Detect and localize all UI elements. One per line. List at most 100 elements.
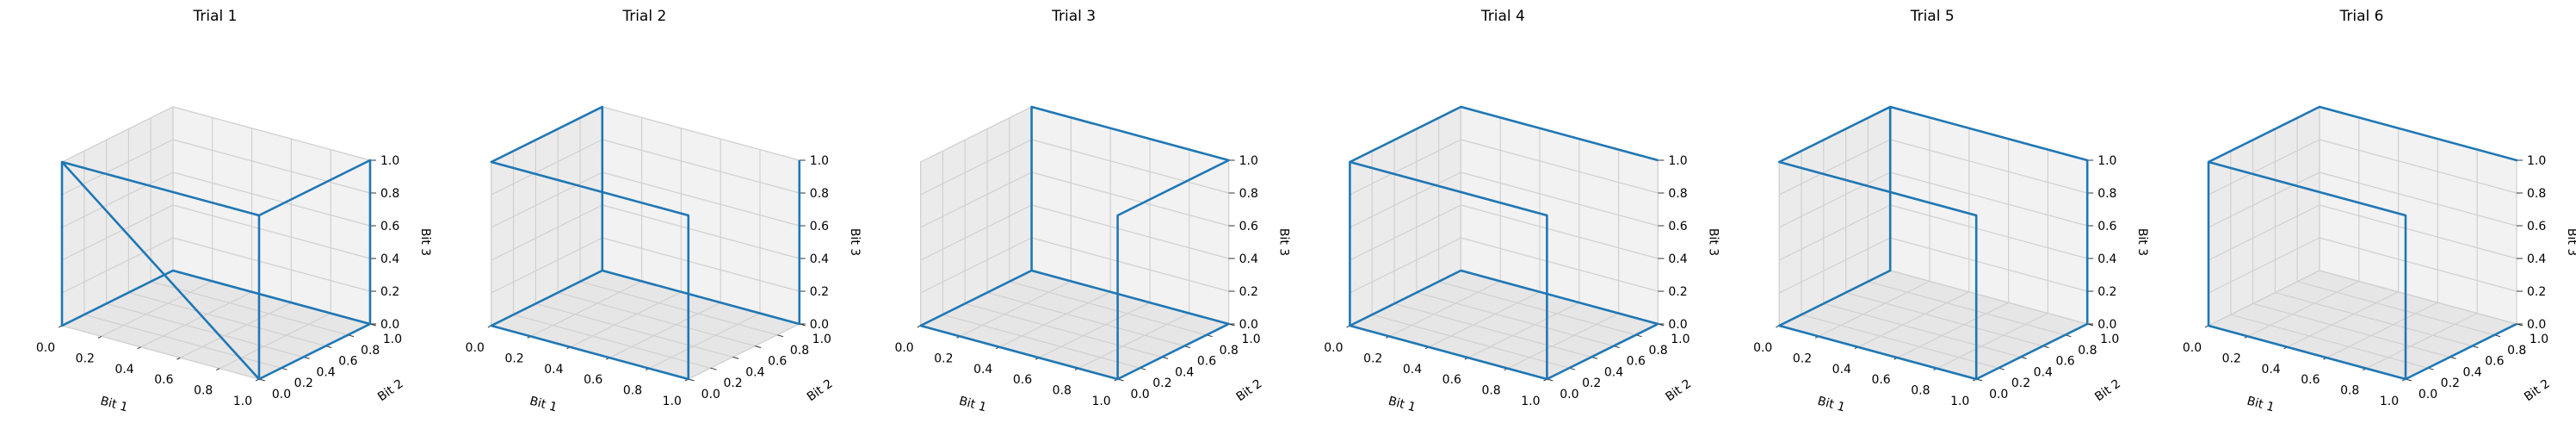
- grid-line: [1388, 280, 1501, 337]
- grid-line: [1438, 281, 1636, 336]
- z-tick-label: 0.2: [2097, 285, 2116, 299]
- y-tick-label: 0.6: [1197, 355, 1216, 369]
- z-tick-label: 0.4: [1239, 252, 1258, 266]
- x-tick-label: 0.2: [76, 352, 95, 365]
- grid-line: [602, 139, 800, 194]
- y-tick-label: 1.0: [383, 333, 402, 346]
- x-tick-label: 0.4: [1832, 363, 1851, 377]
- grid-line: [83, 314, 281, 369]
- grid-line: [1937, 313, 2048, 370]
- y-tick-label: 1.0: [1671, 333, 1690, 346]
- x-tick-label: 0.4: [973, 363, 992, 377]
- x-axis-label: Bit 1: [1816, 395, 1846, 415]
- z-tick-label: 0.4: [380, 252, 399, 266]
- z-tick-label: 0.0: [1668, 318, 1687, 332]
- trial-path: [919, 105, 1230, 381]
- y-tick-label: 0.4: [2462, 365, 2481, 379]
- grid-line: [608, 302, 721, 358]
- grid-line: [2275, 292, 2473, 347]
- y-tick-label: 0.2: [2011, 377, 2030, 390]
- x-tick-label: 0.2: [934, 352, 953, 365]
- x-tick-label: 0.2: [1363, 352, 1382, 365]
- grid-line: [1778, 171, 1891, 228]
- x-tick-label: 0.6: [584, 373, 602, 387]
- z-tick-label: 0.4: [810, 252, 829, 266]
- y-tick-label: 0.8: [2507, 344, 2526, 358]
- y-tick-label: 0.2: [1152, 377, 1171, 390]
- grid-line: [1890, 139, 2088, 194]
- x-tick-label: 0.0: [1753, 341, 1772, 355]
- grid-line: [1801, 314, 1999, 369]
- y-tick-mark: [732, 356, 739, 359]
- y-tick-label: 0.2: [2441, 377, 2460, 390]
- y-axis-label: Bit 2: [1663, 377, 1694, 404]
- y-tick-label: 0.4: [745, 365, 764, 379]
- x-tick-mark: [216, 368, 220, 370]
- x-tick-label: 0.2: [2222, 352, 2241, 365]
- grid-line: [920, 237, 1032, 294]
- x-tick-mark: [137, 346, 141, 350]
- trial-path: [490, 105, 801, 381]
- grid-line: [1778, 139, 1891, 196]
- x-tick-label: 0.8: [623, 384, 642, 398]
- grid-line: [558, 292, 756, 347]
- x-tick-label: 1.0: [663, 395, 682, 408]
- y-tick-label: 0.6: [338, 355, 357, 369]
- y-tick-label: 1.0: [2530, 333, 2548, 346]
- grid-line: [2319, 270, 2517, 325]
- grid-line: [2208, 204, 2320, 261]
- y-axis-label: Bit 2: [1234, 377, 1265, 404]
- grid-line: [172, 171, 371, 227]
- y-tick-label: 0.0: [701, 388, 720, 402]
- grid-line: [2287, 291, 2399, 348]
- grid-line: [1890, 237, 2088, 292]
- x-tick-label: 0.0: [894, 341, 913, 355]
- z-tick-label: 0.4: [2527, 252, 2546, 266]
- y-tick-label: 0.8: [1648, 344, 1667, 358]
- subplot-3: Trial 30.00.20.40.60.81.0 0.00.20.40.60.8…: [894, 8, 1290, 414]
- grid-line: [1031, 204, 1229, 259]
- trial-path: [1777, 105, 2089, 381]
- y-tick-label: 0.4: [316, 365, 335, 379]
- grid-line: [1461, 139, 1659, 194]
- grid-line: [1823, 302, 2021, 358]
- x-tick-label: 0.8: [1053, 384, 1072, 398]
- grid-line: [920, 171, 1032, 228]
- subplot-title: Trial 1: [193, 8, 238, 25]
- grid-line: [1778, 204, 1891, 261]
- y-axis-label: Bit 2: [805, 377, 836, 404]
- grid-line: [920, 139, 1032, 196]
- y-tick-label: 0.8: [361, 344, 380, 358]
- y-tick-label: 0.4: [2034, 365, 2053, 379]
- grid-line: [602, 237, 800, 292]
- x-tick-label: 1.0: [233, 395, 252, 408]
- grid-line: [942, 314, 1140, 369]
- grid-line: [1507, 313, 1619, 370]
- grid-line: [535, 302, 733, 358]
- trial-path: [2207, 105, 2518, 381]
- grid-line: [61, 106, 174, 163]
- grid-line: [2208, 171, 2320, 228]
- grid-line: [172, 237, 371, 292]
- z-tick-label: 0.8: [2527, 187, 2546, 201]
- grid-line: [61, 204, 174, 261]
- subplot-title: Trial 3: [1051, 8, 1096, 25]
- z-tick-label: 0.6: [2527, 220, 2546, 233]
- y-tick-label: 0.8: [790, 344, 809, 358]
- y-axis-label: Bit 2: [2092, 377, 2123, 404]
- subplot-4: Trial 40.00.20.40.60.81.0 0.00.20.40.60.8…: [1324, 8, 1720, 414]
- z-tick-label: 0.2: [1239, 285, 1258, 299]
- x-tick-label: 0.6: [2301, 373, 2320, 387]
- z-tick-label: 0.0: [2527, 318, 2546, 332]
- x-tick-label: 0.8: [1481, 384, 1500, 398]
- x-tick-label: 0.0: [36, 341, 55, 355]
- z-tick-label: 0.6: [2097, 220, 2116, 233]
- x-tick-label: 1.0: [1521, 395, 1540, 408]
- x-tick-label: 0.6: [1013, 373, 1032, 387]
- grid-line: [1031, 237, 1229, 292]
- x-tick-mark: [97, 335, 102, 339]
- z-tick-label: 0.0: [1239, 318, 1258, 332]
- grid-line: [648, 313, 761, 370]
- grid-line: [1845, 292, 2043, 347]
- y-tick-label: 0.2: [294, 377, 313, 390]
